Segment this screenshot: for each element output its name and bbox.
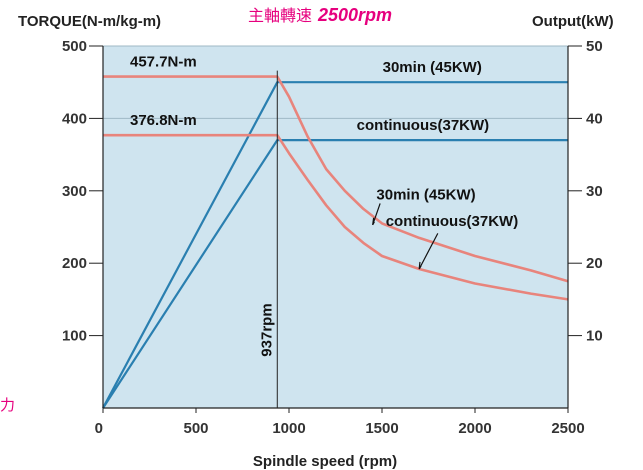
axes — [102, 46, 569, 409]
x-tick-label: 0 — [95, 420, 103, 437]
y-left-tick-label: 100 — [62, 328, 87, 345]
power-continuous-label: continuous(37KW) — [357, 117, 490, 134]
y-left-tick-label: 200 — [62, 255, 87, 272]
series-lines — [102, 70, 569, 409]
torque-curve-continuous — [103, 133, 569, 301]
side-character: 力 — [0, 396, 15, 414]
y-left-tick-label: 300 — [62, 183, 87, 200]
x-axis-title: Spindle speed (rpm) — [253, 453, 397, 470]
y-right-tick-label: 30 — [586, 183, 603, 200]
y-right-tick-label: 40 — [586, 110, 603, 127]
header-title-cjk: 主軸轉速 — [248, 6, 312, 25]
y-right-tick-label: 50 — [586, 38, 603, 55]
x-tick-label: 2000 — [458, 420, 491, 437]
torque-continuous-leader-arrow — [418, 261, 422, 270]
torque-30min-value-label: 457.7N-m — [130, 54, 197, 71]
torque-continuous-curve-label: continuous(37KW) — [386, 213, 518, 230]
x-tick-label: 500 — [183, 420, 208, 437]
grid-lines — [103, 45, 568, 119]
base-speed-label: 937rpm — [258, 303, 275, 356]
torque-curve-30min — [103, 75, 569, 283]
torque-continuous-value-label: 376.8N-m — [130, 112, 197, 129]
tick-labels: 0 500 1000 1500 2000 2500 100 200 300 400 500 10 20 3… — [62, 38, 603, 437]
y-left-tick-label: 500 — [62, 38, 87, 55]
y-right-axis-title: Output(kW) — [532, 13, 614, 30]
x-tick-label: 1000 — [272, 420, 305, 437]
chart-header: 主軸轉速 2500rpm — [248, 5, 392, 25]
y-left-tick-label: 400 — [62, 110, 87, 127]
header-title-speed: 2500rpm — [317, 5, 392, 25]
x-tick-label: 2500 — [551, 420, 584, 437]
y-right-tick-label: 10 — [586, 328, 603, 345]
power-30min-label: 30min (45KW) — [383, 59, 482, 76]
annotations: 457.7N-m 376.8N-m 30min (45KW) continuous(3… — [130, 54, 518, 357]
torque-continuous-leader-line — [418, 233, 439, 270]
y-left-axis-title: TORQUE(N-m/kg-m) — [18, 13, 161, 30]
x-tick-label: 1500 — [365, 420, 398, 437]
y-right-tick-label: 20 — [586, 255, 603, 272]
torque-30min-leader-arrow — [372, 217, 375, 226]
torque-30min-leader-line — [372, 203, 381, 226]
plot-background — [103, 46, 568, 408]
torque-30min-curve-label: 30min (45KW) — [376, 186, 475, 203]
